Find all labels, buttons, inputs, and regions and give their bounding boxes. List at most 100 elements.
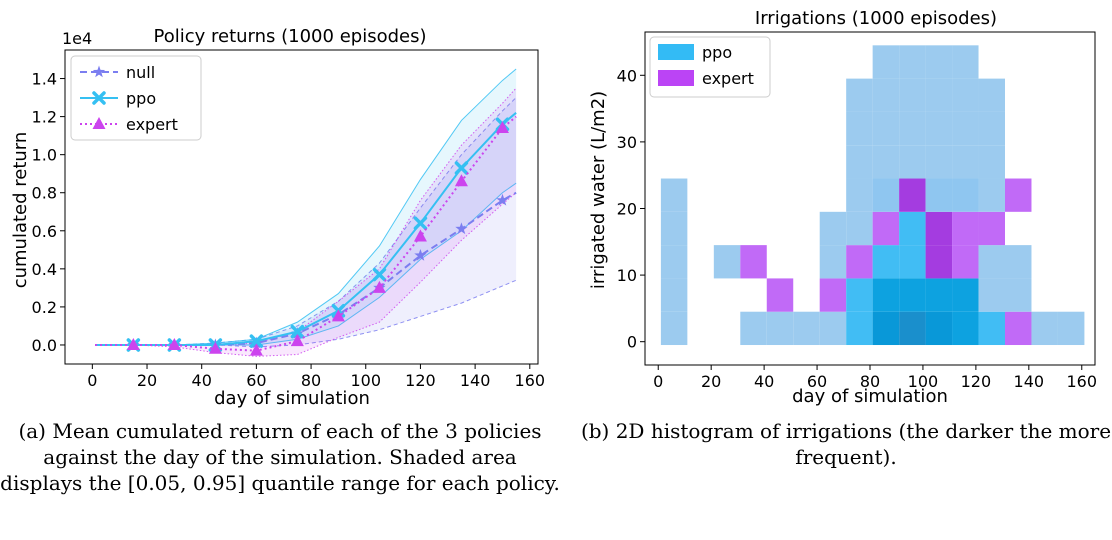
- legend-label-ppo: ppo: [702, 43, 732, 62]
- hist-cell: [1057, 311, 1085, 346]
- hist-cell: [872, 145, 900, 179]
- left-legend: null ppo expert: [70, 55, 202, 141]
- hist-cell: [819, 245, 847, 279]
- left-plot-frame: [64, 49, 539, 365]
- right-x-tick-label: 140: [1014, 372, 1045, 391]
- left-x-tick-label: 100: [350, 371, 381, 390]
- marker-expert: [249, 343, 263, 356]
- hist-cell: [1005, 278, 1032, 312]
- hist-cell: [952, 311, 979, 346]
- hist-cell: [872, 178, 900, 212]
- left-y-tick-label: 0.8: [32, 184, 57, 203]
- hist-cell: [952, 45, 979, 79]
- left-y-tick-label: 1.2: [32, 108, 57, 127]
- hist-cell: [952, 278, 979, 312]
- left-x-tick-label: 60: [246, 371, 266, 390]
- marker-expert: [495, 121, 509, 134]
- left-tick-labels: 0 20 40 60 80 100 120 140 160 0.0 0.2 0.4 0.6 0.8 1.0 1…: [32, 70, 546, 390]
- left-x-tick-label: 160: [515, 371, 546, 390]
- hist-cell: [1005, 245, 1032, 279]
- marker-ppo: [290, 324, 305, 339]
- hist-cell: [713, 245, 741, 279]
- left-x-tick-label: 80: [301, 371, 321, 390]
- hist-cell: [766, 278, 794, 312]
- hist-cell: [952, 211, 979, 246]
- hist-cell: [952, 178, 979, 212]
- hist-cell: [899, 211, 926, 246]
- hist-cell: [952, 245, 979, 279]
- left-y-tick-label: 1.0: [32, 146, 57, 165]
- hist-cell: [925, 278, 953, 312]
- hist-cell: [978, 245, 1005, 279]
- marker-expert: [454, 174, 468, 187]
- right-chart-title: Irrigations (1000 episodes): [755, 8, 997, 29]
- hist-cell: [660, 211, 688, 246]
- hist-cell: [846, 178, 873, 212]
- hist-cell: [846, 145, 873, 179]
- right-x-tick-label: 100: [908, 372, 939, 391]
- hist-cell: [846, 111, 873, 146]
- left-y-tick-label: 1.4: [32, 70, 57, 89]
- hist-cell: [978, 278, 1005, 312]
- legend-swatch-ppo: [658, 44, 694, 60]
- hist-cell: [978, 211, 1005, 246]
- hist-cell: [899, 78, 926, 112]
- right-legend: ppo expert: [649, 36, 771, 98]
- legend-label-null: null: [126, 63, 155, 82]
- caption-right: (b) 2D histogram of irrigations (the dar…: [580, 419, 1112, 469]
- right-x-tick-label: 20: [701, 372, 721, 391]
- hist-cell: [660, 311, 688, 346]
- hist-cell: [872, 111, 900, 146]
- policy-returns-chart: Policy returns (1000 episodes) 1e4 0 20 40…: [10, 26, 546, 409]
- hist-cell: [766, 311, 794, 346]
- marker-ppo: [454, 161, 469, 175]
- hist-cell: [660, 178, 688, 212]
- irrigation-histogram-chart: Irrigations (1000 episodes) 0 20 40 60 80 100…: [588, 8, 1097, 407]
- hist-cell: [872, 45, 900, 79]
- marker-null: [455, 222, 468, 235]
- legend-label-ppo: ppo: [126, 89, 156, 108]
- right-x-axis-label: day of simulation: [792, 386, 948, 407]
- right-y-tick-label: 10: [617, 266, 637, 285]
- band-null: [95, 97, 517, 347]
- left-y-tick-label: 0.6: [32, 222, 57, 241]
- left-y-multiplier: 1e4: [62, 29, 92, 48]
- hist-cell: [872, 211, 900, 246]
- hist-cell: [846, 311, 873, 346]
- hist-cell: [899, 45, 926, 79]
- right-y-axis-label: irrigated water (L/m2): [588, 91, 609, 289]
- hist-cell: [872, 245, 900, 279]
- hist-cell: [899, 111, 926, 146]
- marker-expert: [126, 337, 140, 350]
- legend-swatch-expert: [658, 70, 694, 86]
- hist-cell: [978, 145, 1005, 179]
- hist-cell: [846, 78, 873, 112]
- hist-cell: [660, 245, 688, 279]
- histogram-cells: [660, 45, 1085, 346]
- hist-cell: [899, 145, 926, 179]
- left-x-tick-label: 120: [405, 371, 436, 390]
- right-x-tick-label: 80: [860, 372, 880, 391]
- hist-cell: [793, 311, 820, 346]
- left-x-tick-label: 40: [192, 371, 212, 390]
- right-y-tick-label: 30: [617, 133, 637, 152]
- left-y-tick-label: 0.0: [32, 336, 57, 355]
- right-axes: [640, 31, 1096, 370]
- hist-cell: [925, 45, 953, 79]
- left-axes: [60, 49, 539, 369]
- left-x-tick-label: 20: [137, 371, 157, 390]
- hist-cell: [925, 111, 953, 146]
- hist-cell: [925, 78, 953, 112]
- band-edge-expert-q05: [95, 192, 517, 357]
- marker-expert: [290, 334, 304, 347]
- hist-cell: [899, 311, 926, 346]
- hist-cell: [978, 178, 1005, 212]
- left-y-tick-label: 0.2: [32, 298, 57, 317]
- caption-left: (a) Mean cumulated return of each of the…: [0, 419, 560, 495]
- hist-cell: [925, 311, 953, 346]
- left-legend-box: [70, 55, 202, 141]
- legend-marker-null: [92, 65, 106, 78]
- hist-cell: [846, 245, 873, 279]
- hist-cell: [952, 78, 979, 112]
- left-x-tick-label: 0: [87, 371, 97, 390]
